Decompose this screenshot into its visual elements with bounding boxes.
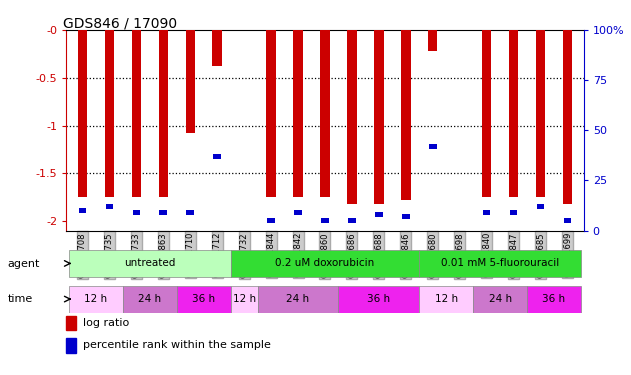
Bar bbox=[105, 30, 114, 197]
Bar bbox=[428, 30, 437, 51]
Text: 12 h: 12 h bbox=[233, 294, 256, 304]
Text: 12 h: 12 h bbox=[85, 294, 107, 304]
Bar bbox=[527, 286, 581, 313]
Bar bbox=[483, 210, 490, 215]
Bar bbox=[473, 286, 527, 313]
Bar bbox=[509, 30, 518, 197]
Bar bbox=[419, 286, 473, 313]
Bar bbox=[537, 204, 545, 209]
Text: 24 h: 24 h bbox=[488, 294, 512, 304]
Bar bbox=[69, 250, 231, 277]
Bar bbox=[482, 30, 492, 197]
Bar bbox=[266, 30, 276, 197]
Bar bbox=[132, 30, 141, 197]
Text: 12 h: 12 h bbox=[435, 294, 458, 304]
Bar bbox=[419, 250, 581, 277]
Text: percentile rank within the sample: percentile rank within the sample bbox=[83, 340, 271, 350]
Bar bbox=[563, 218, 571, 223]
Bar bbox=[402, 214, 410, 219]
Bar bbox=[374, 30, 384, 204]
Bar bbox=[338, 286, 419, 313]
Text: agent: agent bbox=[8, 260, 40, 269]
Text: log ratio: log ratio bbox=[83, 318, 129, 328]
Text: 36 h: 36 h bbox=[367, 294, 391, 304]
Bar bbox=[123, 286, 177, 313]
Bar bbox=[213, 154, 221, 159]
Bar bbox=[348, 218, 356, 223]
Bar bbox=[401, 30, 411, 200]
Bar bbox=[231, 250, 419, 277]
Bar bbox=[536, 30, 545, 197]
Bar bbox=[69, 286, 123, 313]
Bar bbox=[186, 30, 195, 133]
Bar bbox=[160, 210, 167, 215]
Text: 0.01 mM 5-fluorouracil: 0.01 mM 5-fluorouracil bbox=[441, 258, 559, 268]
Text: untreated: untreated bbox=[124, 258, 175, 268]
Bar bbox=[79, 208, 86, 213]
Bar bbox=[563, 30, 572, 204]
Text: time: time bbox=[8, 294, 33, 304]
Bar bbox=[177, 286, 231, 313]
Text: 36 h: 36 h bbox=[192, 294, 215, 304]
Bar bbox=[510, 210, 517, 215]
Bar bbox=[321, 30, 329, 197]
Bar bbox=[347, 30, 357, 204]
Bar bbox=[213, 30, 222, 66]
Text: 0.2 uM doxorubicin: 0.2 uM doxorubicin bbox=[275, 258, 375, 268]
Bar bbox=[375, 212, 382, 217]
Text: GDS846 / 17090: GDS846 / 17090 bbox=[63, 17, 177, 31]
Text: 36 h: 36 h bbox=[543, 294, 565, 304]
Bar bbox=[158, 30, 168, 197]
Bar bbox=[429, 144, 437, 149]
Bar bbox=[186, 210, 194, 215]
Text: 24 h: 24 h bbox=[286, 294, 310, 304]
Bar bbox=[105, 204, 113, 209]
Bar bbox=[268, 218, 275, 223]
Bar bbox=[231, 286, 257, 313]
Bar bbox=[78, 30, 87, 197]
Bar bbox=[294, 210, 302, 215]
Bar bbox=[257, 286, 338, 313]
Text: 24 h: 24 h bbox=[138, 294, 162, 304]
Bar bbox=[293, 30, 303, 197]
Bar bbox=[133, 210, 140, 215]
Bar bbox=[321, 218, 329, 223]
